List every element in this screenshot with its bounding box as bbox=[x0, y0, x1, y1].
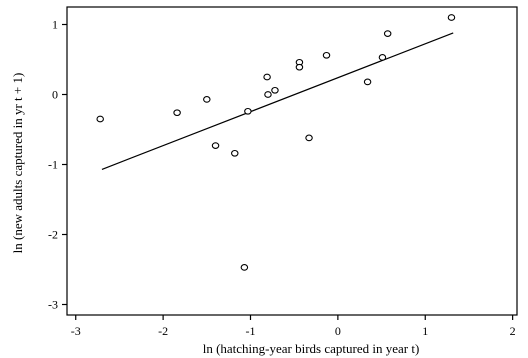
x-axis: -3 -2 -1 0 1 2 bbox=[71, 315, 516, 338]
y-tick-label: -2 bbox=[48, 228, 58, 242]
regression-line bbox=[101, 32, 454, 170]
y-tick-label: 0 bbox=[52, 88, 58, 102]
data-point bbox=[231, 149, 239, 157]
x-tick-label: 2 bbox=[510, 324, 516, 338]
y-tick-label: -1 bbox=[48, 158, 58, 172]
x-tick-label: -1 bbox=[245, 324, 255, 338]
data-points bbox=[96, 14, 456, 271]
data-point bbox=[240, 264, 249, 271]
data-point bbox=[96, 115, 104, 123]
data-point bbox=[263, 73, 271, 81]
data-point bbox=[295, 63, 304, 71]
y-axis-label: ln (new adults captured in yr t + 1) bbox=[10, 73, 25, 254]
data-point bbox=[305, 134, 313, 142]
plot-frame bbox=[66, 6, 518, 316]
y-tick-label: -3 bbox=[48, 298, 58, 312]
x-tick-label: -3 bbox=[71, 324, 81, 338]
data-point bbox=[322, 51, 331, 59]
data-point bbox=[363, 78, 372, 86]
x-axis-label: ln (hatching-year birds captured in year… bbox=[203, 341, 420, 356]
y-axis: -3 -2 -1 0 1 bbox=[48, 18, 67, 312]
data-point bbox=[173, 109, 181, 117]
data-point bbox=[203, 96, 211, 103]
data-point bbox=[264, 91, 272, 98]
data-point bbox=[447, 14, 456, 21]
data-point bbox=[383, 30, 392, 37]
x-tick-label: 1 bbox=[422, 324, 428, 338]
data-point bbox=[244, 107, 252, 115]
data-point bbox=[271, 86, 279, 94]
data-point bbox=[211, 142, 220, 149]
x-tick-label: 0 bbox=[335, 324, 341, 338]
data-point bbox=[378, 54, 387, 61]
x-tick-label: -2 bbox=[158, 324, 168, 338]
y-tick-label: 1 bbox=[52, 18, 58, 32]
